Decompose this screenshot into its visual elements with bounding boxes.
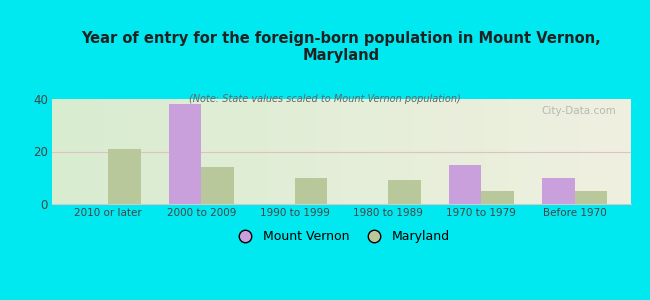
Bar [388, 180, 421, 204]
Title: Year of entry for the foreign-born population in Mount Vernon,
Maryland: Year of entry for the foreign-born popul… [81, 31, 601, 63]
Bar [294, 178, 327, 204]
Bar [168, 104, 202, 204]
Bar [202, 167, 234, 204]
Text: (Note: State values scaled to Mount Vernon population): (Note: State values scaled to Mount Vern… [189, 94, 461, 104]
Bar [108, 149, 140, 204]
Bar [542, 178, 575, 204]
Text: City-Data.com: City-Data.com [541, 106, 616, 116]
Bar [575, 191, 607, 204]
Legend: Mount Vernon, Maryland: Mount Vernon, Maryland [227, 225, 455, 248]
Bar [448, 165, 481, 204]
Bar [481, 191, 514, 204]
